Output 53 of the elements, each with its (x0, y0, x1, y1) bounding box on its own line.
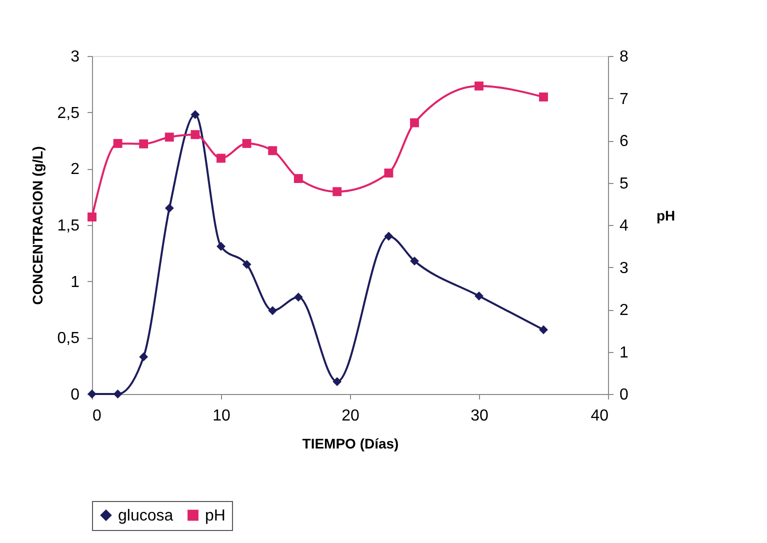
y2-tick-label: 7 (620, 90, 628, 108)
point (332, 377, 342, 386)
point (88, 212, 96, 222)
point (332, 187, 342, 196)
point (139, 352, 148, 362)
point (268, 146, 278, 156)
point (113, 390, 122, 398)
point (539, 92, 548, 102)
point (474, 292, 484, 300)
point (216, 242, 226, 251)
point (410, 118, 419, 128)
point (294, 174, 303, 183)
point (294, 292, 303, 302)
x-tick-label: 10 (212, 408, 230, 424)
y2-tick-label: 0 (620, 386, 628, 404)
y2-tick-label: 5 (620, 175, 628, 192)
y2-tick-label: 4 (620, 218, 628, 234)
y-tick-label: 0,5 (57, 330, 80, 348)
y-tick-label: 2,5 (57, 104, 80, 122)
y-tick-label: 2 (70, 161, 80, 178)
legend-label: glucosa (118, 507, 174, 524)
point (268, 306, 278, 316)
y2-tick-label: 1 (620, 344, 628, 362)
point (216, 154, 226, 163)
x-tick-label: 40 (590, 408, 609, 424)
y-tick-label: 3 (70, 48, 80, 66)
y2-tick-label: 3 (620, 260, 628, 277)
point (164, 132, 174, 142)
point (190, 130, 200, 140)
x-tick-label: 30 (470, 408, 488, 424)
y2-axis-title: pH (656, 208, 676, 224)
y-tick-label: 1 (70, 274, 80, 291)
point (242, 138, 252, 148)
legend-label: pH (205, 507, 226, 524)
point (190, 110, 200, 120)
x-tick-label: 20 (342, 408, 360, 424)
y-axis-title: CONCENTRACION (g/L) (29, 146, 46, 305)
y2-tick-label: 2 (620, 302, 628, 319)
x-tick-label: 0 (92, 408, 102, 424)
point (384, 232, 394, 241)
point (474, 82, 484, 90)
point (164, 204, 174, 213)
point (410, 256, 419, 266)
point (384, 168, 394, 178)
y-tick-label: 1,5 (57, 218, 80, 234)
y2-tick-label: 6 (620, 133, 628, 150)
x-axis-title: TIEMPO (Días) (302, 436, 399, 452)
y-tick-label: 0 (70, 386, 80, 404)
point (242, 260, 252, 269)
point (139, 139, 148, 148)
point (539, 325, 548, 334)
point (113, 138, 122, 148)
y2-tick-label: 8 (620, 48, 628, 66)
